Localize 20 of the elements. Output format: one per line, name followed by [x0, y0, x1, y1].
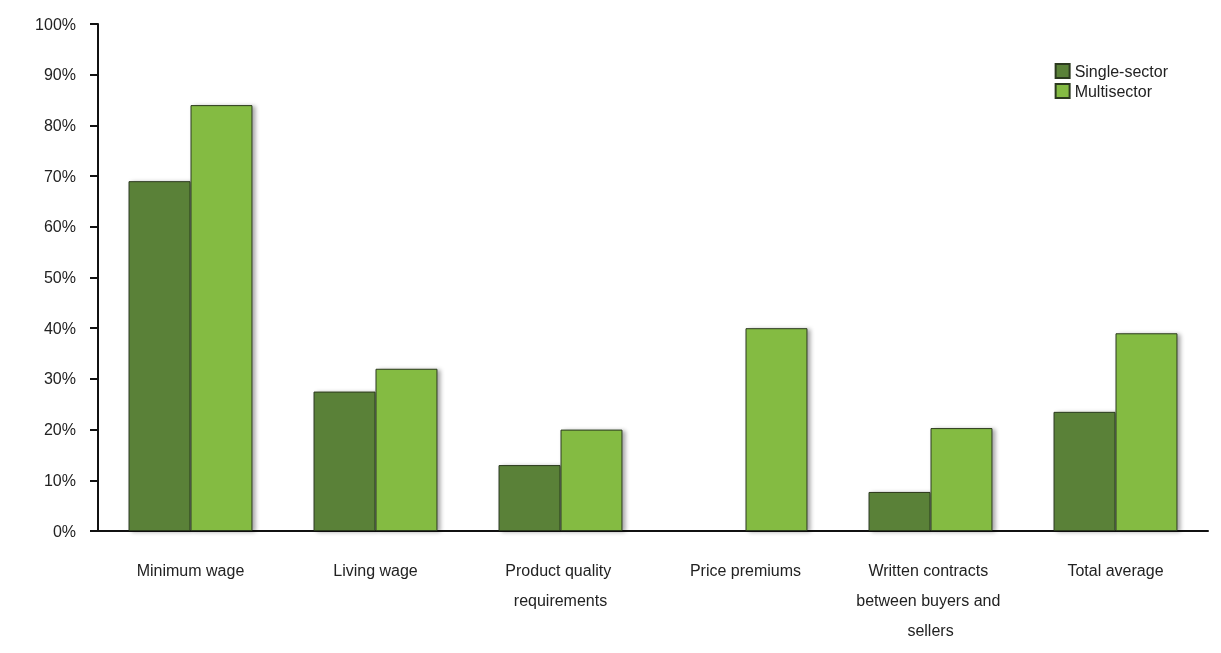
- legend-label: Single-sector: [1074, 62, 1169, 80]
- y-tick-label: 50%: [43, 269, 76, 286]
- x-tick-label: Living wage: [333, 561, 418, 579]
- y-tick-label: 20%: [43, 421, 76, 439]
- y-tick-label: 70%: [43, 167, 76, 185]
- y-tick-label: 60%: [43, 218, 76, 236]
- y-tick-label: 0%: [52, 522, 76, 540]
- y-tick-label: 80%: [43, 116, 76, 134]
- y-tick-label: 40%: [43, 319, 76, 337]
- bar: [745, 328, 808, 531]
- x-tick-label: Total average: [1067, 561, 1164, 579]
- x-tick-label: Written contracts between buyers and sellers: [856, 561, 1005, 639]
- y-tick-label: 90%: [43, 66, 76, 84]
- y-tick-label: 30%: [43, 370, 76, 388]
- x-tick-label: Minimum wage: [136, 561, 245, 579]
- legend-label: Multisector: [1074, 82, 1153, 100]
- y-tick-label: 100%: [35, 15, 76, 33]
- x-tick-label: Price premiums: [689, 561, 802, 579]
- y-tick-label: 10%: [43, 471, 76, 489]
- x-tick-label: Product quality requirements: [505, 561, 616, 609]
